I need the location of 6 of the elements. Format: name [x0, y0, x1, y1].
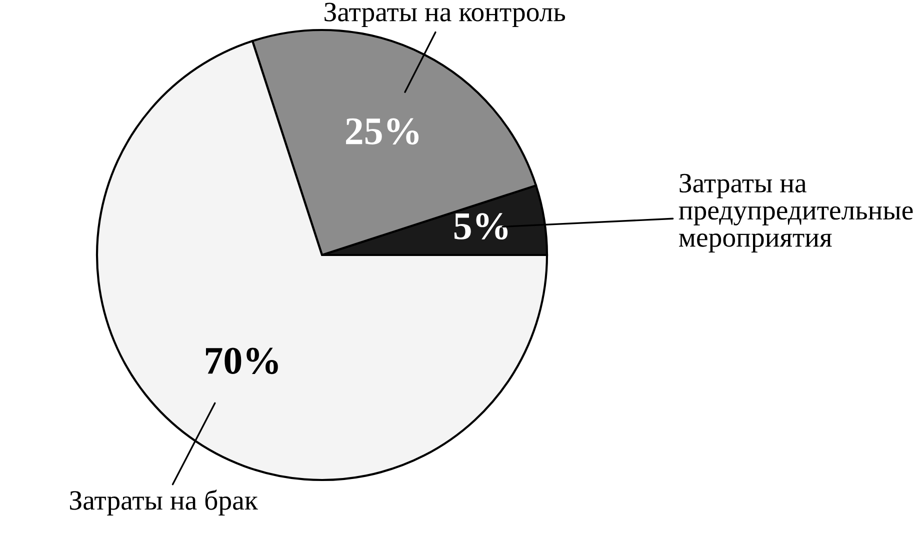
slice-label: Затраты на предупредительные мероприятия — [678, 174, 913, 253]
slice-label: Затраты на брак — [70, 490, 258, 516]
data-label: 5% — [454, 213, 508, 240]
slice-label: Затраты на контроль — [324, 2, 566, 28]
data-label: 25% — [346, 118, 419, 145]
data-label: 70% — [206, 348, 278, 374]
